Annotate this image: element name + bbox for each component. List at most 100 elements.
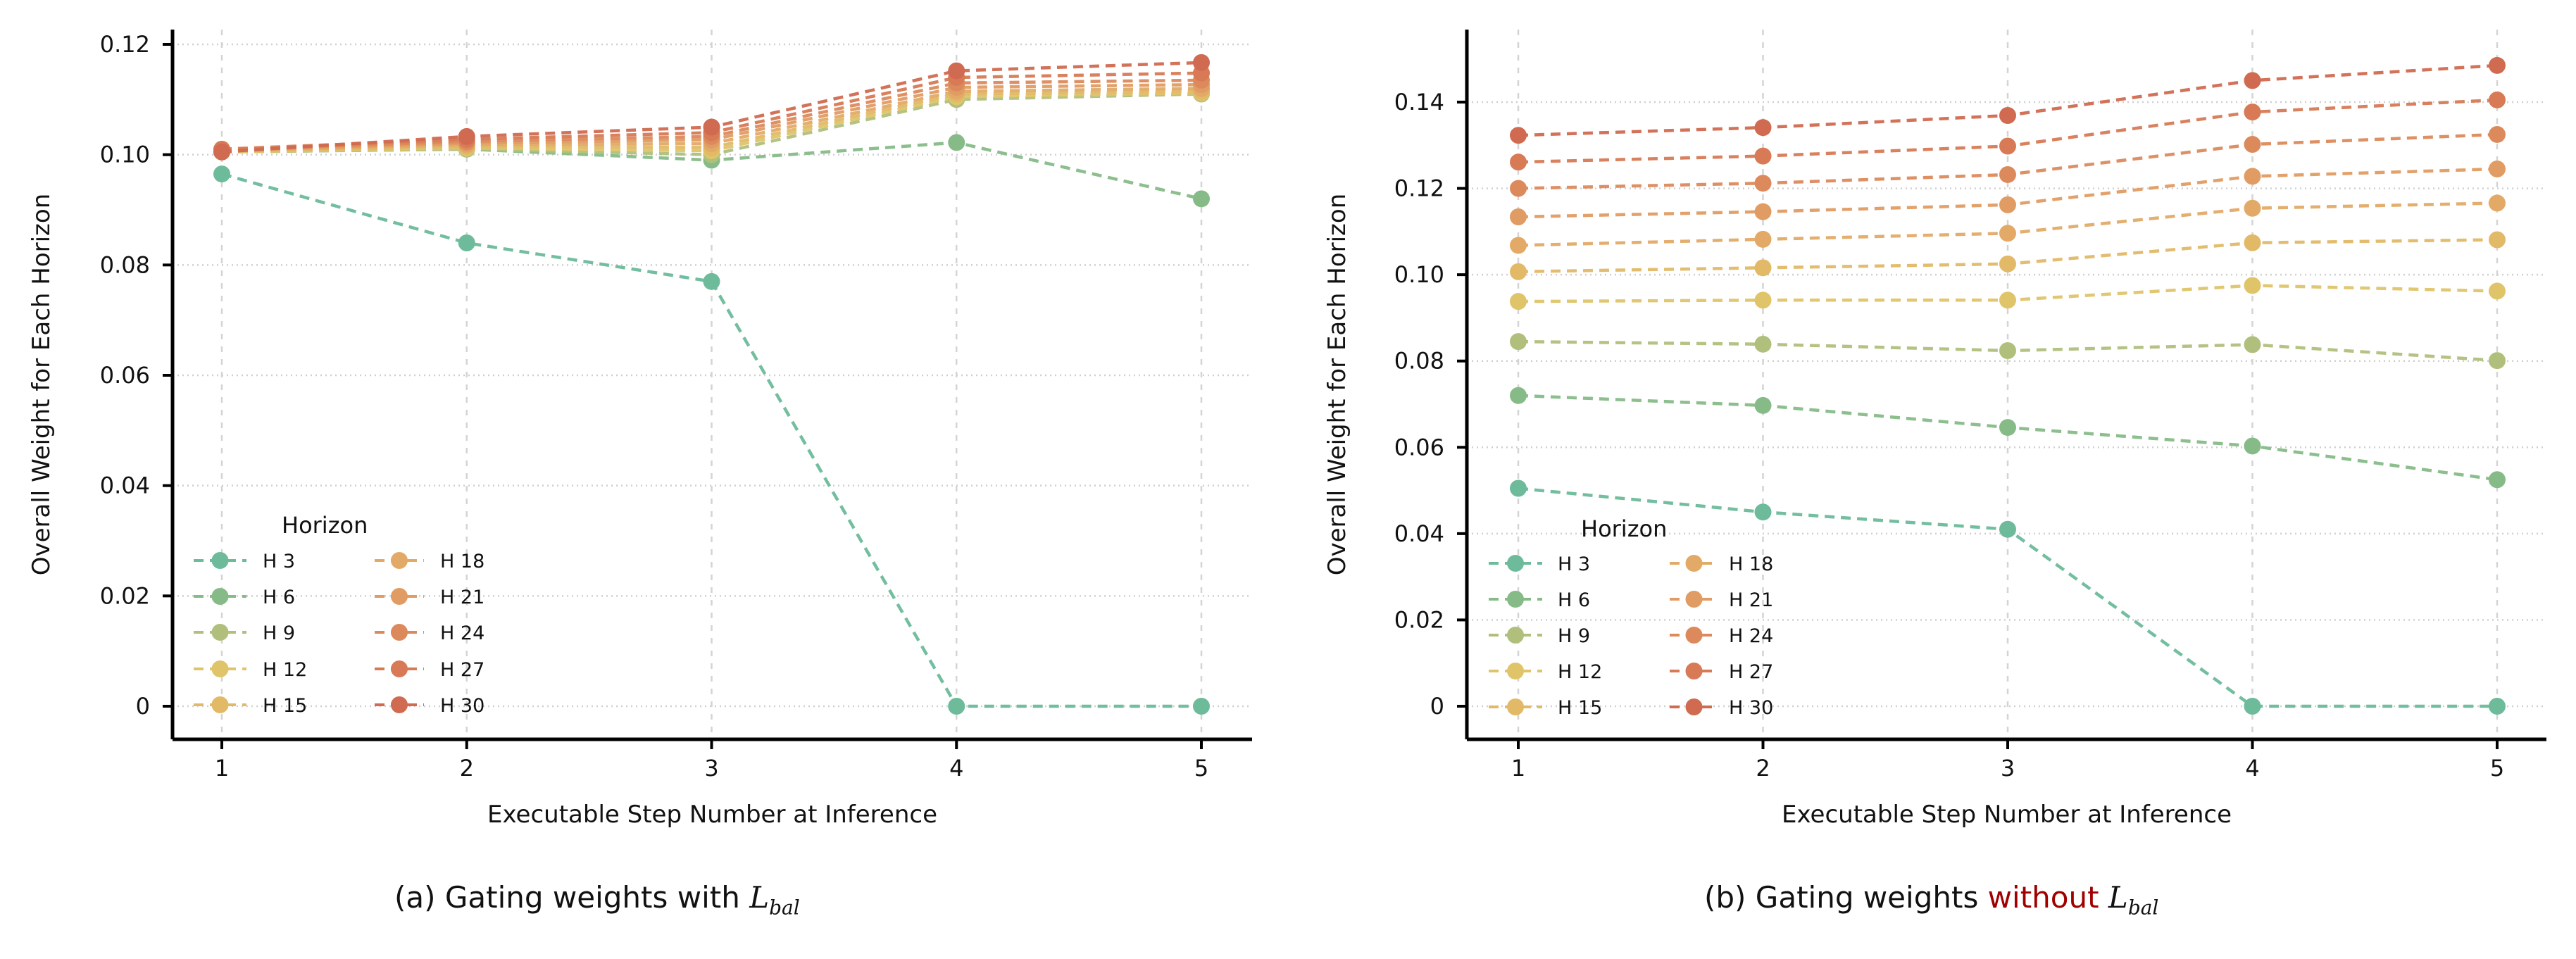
panel-b-point-h6	[1999, 419, 2016, 437]
panel-b-point-h9	[1510, 333, 1527, 351]
panel-b-legend-marker	[1685, 627, 1703, 644]
panel-b-legend-label: H 24	[1729, 625, 1773, 647]
panel-b-x-tick-label: 1	[1511, 755, 1525, 782]
panel-a-y-tick-label: 0.02	[100, 582, 150, 609]
panel-a-legend-label: H 3	[263, 551, 295, 572]
panel-a-legend-marker	[211, 552, 229, 569]
panel-a-x-tick-label: 5	[1194, 755, 1208, 782]
math-main: L	[749, 880, 770, 915]
panel-a-point-h30	[213, 143, 230, 161]
panel-b-point-h18	[2489, 194, 2506, 212]
panel-a-x-tick-label: 1	[215, 755, 229, 782]
panel-b-legend-label: H 12	[1558, 661, 1602, 683]
panel-b-x-tick-label: 2	[1756, 755, 1770, 782]
panel-b-y-tick-label: 0.14	[1394, 89, 1444, 115]
panel-b-y-tick-label: 0	[1430, 693, 1444, 720]
panel-a-y-tick-label: 0	[136, 693, 150, 720]
panel-a-legend-label: H 12	[263, 659, 307, 681]
panel-a-legend-label: H 9	[263, 622, 295, 644]
panel-b-point-h27	[2489, 91, 2506, 108]
panel-a-x-tick-label: 2	[460, 755, 474, 782]
panel-b-legend-marker	[1685, 555, 1703, 572]
panel-b-x-axis-label: Executable Step Number at Inference	[1782, 801, 2232, 829]
panel-b-point-h21	[1754, 203, 1772, 220]
panel-b-point-h6	[1510, 387, 1527, 404]
panel-b-point-h27	[1754, 147, 1772, 165]
panel-b-legend-label: H 9	[1558, 625, 1590, 647]
panel-b-legend-label: H 27	[1729, 661, 1773, 683]
caption-b: (b) Gating weights without Lbal	[1704, 880, 2158, 919]
panel-b-y-tick-label: 0.08	[1394, 348, 1444, 375]
panel-b-point-h21	[2244, 168, 2261, 185]
panel-b-point-h24	[2489, 125, 2506, 143]
panel-b-point-h15	[1999, 255, 2016, 272]
panel-a-legend-marker	[211, 624, 229, 641]
panel-a-point-h3	[458, 234, 475, 251]
panel-b-point-h12	[1510, 293, 1527, 311]
panel-a-y-tick-label: 0.12	[100, 31, 150, 58]
panel-b-point-h30	[1510, 127, 1527, 144]
panel-b-point-h18	[1754, 230, 1772, 248]
panel-b-point-h9	[1754, 335, 1772, 353]
panel-b-point-h9	[2244, 336, 2261, 353]
panel-b-legend-label: H 21	[1729, 589, 1773, 611]
panel-a-point-h30	[458, 127, 475, 145]
panel-a-legend-marker	[211, 696, 229, 713]
panel-b-point-h21	[1999, 196, 2016, 213]
panel-a-y-tick-label: 0.06	[100, 362, 150, 389]
panel-b-series-line-h30	[1518, 63, 2498, 137]
panel-b-point-h30	[1999, 106, 2016, 124]
math-sub: bal	[769, 896, 800, 920]
panel-b-point-h6	[2244, 437, 2261, 455]
panel-a-point-h3	[948, 698, 965, 715]
panel-b-legend-label: H 18	[1729, 553, 1773, 575]
caption-b-text: (b) Gating weights	[1704, 880, 1988, 915]
panel-b-y-tick-label: 0.06	[1394, 434, 1444, 460]
panel-b-point-h9	[1999, 342, 2016, 360]
panel-b-point-h24	[1754, 175, 1772, 192]
panel-b-point-h3	[2489, 698, 2506, 715]
panel-b-x-tick-label: 5	[2490, 755, 2504, 782]
panel-a-legend-label: H 18	[440, 551, 484, 572]
panel-a-y-tick-label: 0.04	[100, 472, 150, 499]
panel-a-legend-label: H 21	[440, 587, 484, 608]
panel-b-legend-marker	[1507, 698, 1524, 715]
panel-b-point-h3	[1510, 480, 1527, 497]
panel-a-legend-label: H 6	[263, 587, 295, 608]
panel-a-legend-marker	[211, 588, 229, 605]
caption-a-text: (a) Gating weights with	[394, 880, 750, 915]
panel-b-point-h27	[2244, 104, 2261, 121]
panel-b-point-h21	[2489, 160, 2506, 177]
panel-a-x-tick-label: 4	[949, 755, 963, 782]
panel-b-y-tick-label: 0.02	[1394, 606, 1444, 633]
panel-a-legend-marker	[391, 588, 408, 605]
panel-b-point-h12	[2489, 282, 2506, 300]
math-main: L	[2108, 880, 2128, 915]
panel-b-point-h27	[1510, 153, 1527, 171]
panel-b-point-h30	[2489, 56, 2506, 74]
panel-b-point-h18	[1999, 225, 2016, 242]
panel-b-y-tick-label: 0.10	[1394, 261, 1444, 288]
panel-b-legend-label: H 6	[1558, 589, 1590, 611]
panel-a-legend-marker	[391, 624, 408, 641]
panel-a-legend-label: H 30	[440, 695, 484, 717]
panel-b-point-h6	[1754, 396, 1772, 414]
panel-a-x-axis-label: Executable Step Number at Inference	[487, 801, 937, 829]
panel-b-y-axis-label: Overall Weight for Each Horizon	[1323, 194, 1351, 576]
panel-b-y-tick-label: 0.12	[1394, 175, 1444, 202]
panel-b-point-h15	[1754, 259, 1772, 277]
panel-b-point-h24	[1999, 165, 2016, 183]
panel-b-point-h18	[2244, 199, 2261, 217]
panel-a-legend-label: H 24	[440, 622, 484, 644]
panel-b-point-h6	[2489, 471, 2506, 489]
panel-b-point-h24	[2244, 136, 2261, 153]
panel-b-x-tick-label: 4	[2245, 755, 2259, 782]
panel-a-legend-marker	[391, 696, 408, 713]
panel-b-point-h30	[2244, 72, 2261, 89]
panel-a-legend-marker	[211, 660, 229, 677]
caption-b-highlight: without	[1987, 880, 2099, 915]
caption-a-math: Lbal	[749, 880, 799, 919]
panel-b-legend-marker	[1685, 663, 1703, 679]
panel-a-legend-label: H 15	[263, 695, 307, 717]
